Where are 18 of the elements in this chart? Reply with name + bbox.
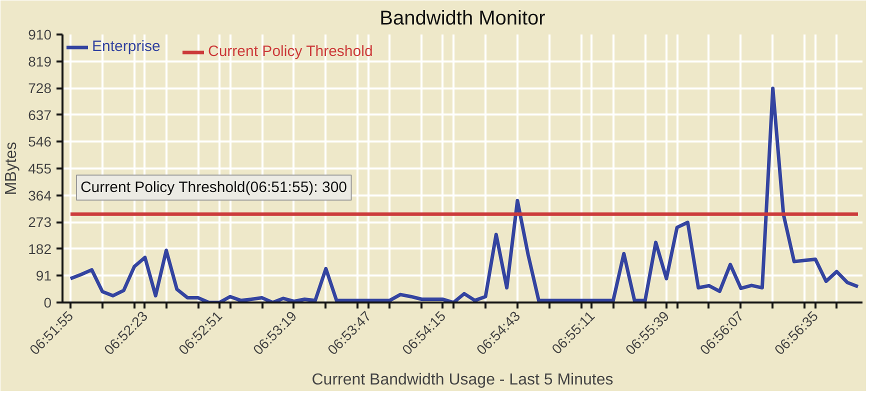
y-tick-label: 455 [28,160,52,176]
y-tick-label: 0 [44,294,52,310]
y-axis-title: MBytes [3,142,20,196]
line-series [68,86,860,302]
y-tick-label: 273 [28,214,52,230]
legend-label: Current Policy Threshold [208,43,373,60]
y-tick-label: 546 [28,134,52,150]
x-axis-title: Current Bandwidth Usage - Last 5 Minutes [312,371,614,388]
y-tick-label: 819 [28,53,52,70]
legend-label: Enterprise [92,38,160,55]
y-tick-label: 910 [28,26,52,42]
y-tick-label: 91 [36,268,52,284]
annotation: Current Policy Threshold(06:51:55): 300 [80,179,348,196]
y-tick-label: 728 [28,80,52,96]
chart-title: Bandwidth Monitor [380,8,546,30]
y-tick-label: 364 [28,187,52,204]
y-tick-label: 182 [28,240,52,257]
y-tick-label: 637 [28,106,52,123]
